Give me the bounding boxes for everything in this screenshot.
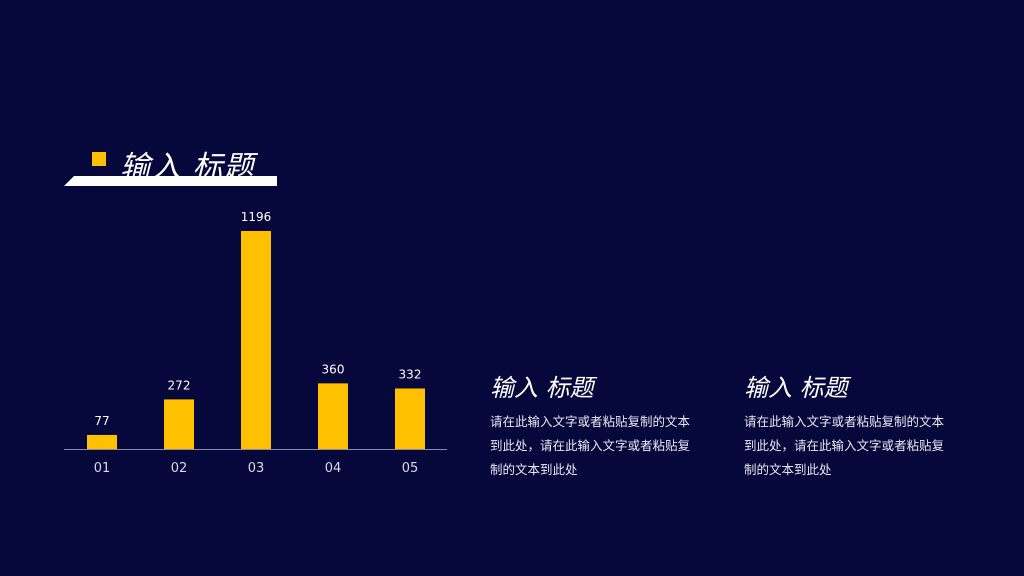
bar-02: [164, 399, 194, 449]
data-label-02: 272: [168, 378, 191, 392]
title-accent-square: [92, 152, 106, 166]
category-label-03: 03: [248, 461, 265, 476]
category-label-02: 02: [171, 461, 188, 476]
text-column-1: 输入 标题 请在此输入文字或者粘贴复制的文本到此处，请在此输入文字或者粘贴复制的…: [490, 372, 690, 482]
category-label-01: 01: [94, 461, 111, 476]
data-label-01: 77: [94, 414, 109, 428]
category-label-04: 04: [325, 461, 342, 476]
bar-04: [318, 383, 348, 449]
data-label-04: 360: [322, 362, 345, 376]
column-heading: 输入 标题: [744, 374, 848, 402]
column-body: 请在此输入文字或者粘贴复制的文本到此处，请在此输入文字或者粘贴复制的文本到此处: [744, 414, 945, 477]
category-label-05: 05: [402, 461, 419, 476]
column-heading: 输入 标题: [490, 374, 594, 402]
column-body: 请在此输入文字或者粘贴复制的文本到此处，请在此输入文字或者粘贴复制的文本到此处: [490, 414, 691, 477]
title-underline-bar: [64, 176, 277, 186]
bar-01: [87, 434, 117, 449]
data-label-03: 1196: [241, 210, 272, 224]
bar-03: [241, 231, 271, 449]
page-title: 输入 标题: [120, 150, 255, 185]
text-column-2: 输入 标题 请在此输入文字或者粘贴复制的文本到此处，请在此输入文字或者粘贴复制的…: [744, 372, 944, 482]
bar-05: [395, 388, 425, 449]
data-label-05: 332: [399, 367, 422, 381]
